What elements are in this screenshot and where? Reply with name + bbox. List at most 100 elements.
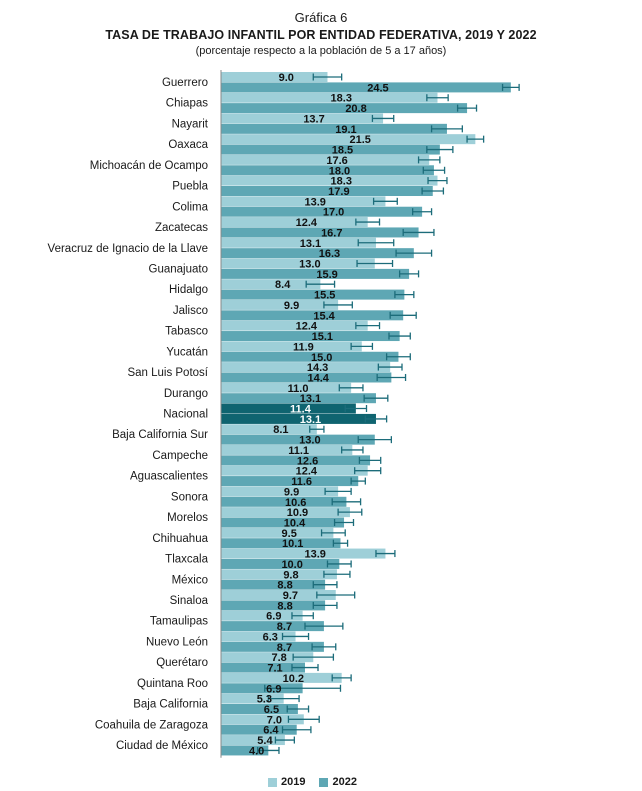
- category-label-guerrero: Guerrero: [162, 77, 208, 89]
- data-label-2019-veracruz-de-ignacio-de-la-llave: 13.1: [300, 238, 321, 250]
- data-label-2019-baja-california-sur: 8.1: [273, 424, 288, 436]
- bar-2019-nacional: [221, 403, 356, 414]
- data-label-2019-jalisco: 9.9: [284, 300, 299, 312]
- data-label-2019-yucatan: 11.9: [293, 341, 314, 353]
- bar-2022-baja-california-sur: [221, 434, 375, 445]
- legend-swatch-2019: [268, 777, 277, 787]
- data-label-2022-oaxaca: 18.5: [332, 145, 353, 157]
- bar-2019-colima: [221, 196, 386, 207]
- data-label-2022-durango: 13.1: [300, 393, 321, 405]
- data-label-2022-chiapas: 20.8: [345, 103, 366, 115]
- bar-2022-tamaulipas: [221, 621, 324, 632]
- data-label-2022-nacional: 13.1: [300, 414, 321, 426]
- data-label-2019-durango: 11.0: [288, 383, 309, 395]
- category-label-ciudad-de-mexico: Ciudad de México: [116, 740, 208, 752]
- data-label-2019-aguascalientes: 12.4: [296, 466, 318, 478]
- bar-2019-morelos: [221, 507, 350, 518]
- bar-2019-chiapas: [221, 92, 438, 103]
- bar-2022-jalisco: [221, 310, 404, 321]
- category-label-oaxaca: Oaxaca: [168, 139, 208, 151]
- legend-label-2019: 2019: [281, 776, 306, 788]
- data-label-2019-sonora: 9.9: [284, 486, 299, 498]
- category-label-quintana-roo: Quintana Roo: [137, 678, 208, 690]
- data-label-2019-michoacan-de-ocampo: 17.6: [326, 155, 347, 167]
- category-label-jalisco: Jalisco: [173, 305, 208, 317]
- bar-2022-nacional: [221, 413, 376, 424]
- data-label-2019-san-luis-potosi: 14.3: [307, 362, 328, 374]
- data-label-2022-colima: 17.0: [323, 207, 344, 219]
- data-label-2022-yucatan: 15.0: [311, 352, 332, 364]
- bar-2019-ciudad-de-mexico: [221, 735, 285, 746]
- data-label-2019-hidalgo: 8.4: [275, 279, 291, 291]
- data-label-2019-sinaloa: 9.7: [283, 590, 298, 602]
- bar-2022-mexico: [221, 579, 326, 590]
- bar-2022-coahuila-de-zaragoza: [221, 724, 297, 735]
- bar-2019-sinaloa: [221, 590, 336, 600]
- bar-2019-puebla: [221, 175, 438, 186]
- data-label-2019-mexico: 9.8: [283, 569, 298, 581]
- legend-label-2022: 2022: [332, 776, 357, 788]
- category-label-baja-california-sur: Baja California Sur: [112, 429, 208, 441]
- bar-2022-quintana-roo: [221, 683, 303, 694]
- bar-2022-yucatan: [221, 351, 399, 362]
- bar-2019-hidalgo: [221, 279, 321, 290]
- category-label-baja-california: Baja California: [133, 699, 208, 711]
- data-label-2022-baja-california: 6.5: [264, 704, 279, 716]
- bar-2019-aguascalientes: [221, 465, 368, 476]
- data-label-2022-baja-california-sur: 13.0: [299, 435, 320, 447]
- bar-2022-guerrero: [221, 82, 511, 93]
- category-label-nacional: Nacional: [163, 409, 208, 421]
- category-label-campeche: Campeche: [152, 450, 208, 462]
- data-label-2022-puebla: 17.9: [328, 186, 349, 198]
- data-label-2019-nacional: 11.4: [290, 404, 312, 416]
- bar-2019-san-luis-potosi: [221, 362, 391, 373]
- data-label-2019-morelos: 10.9: [287, 507, 308, 519]
- bar-2022-zacatecas: [221, 227, 419, 238]
- bar-2022-guanajuato: [221, 268, 410, 279]
- category-label-coahuila-de-zaragoza: Coahuila de Zaragoza: [95, 719, 209, 731]
- data-label-2022-san-luis-potosi: 14.4: [307, 372, 329, 384]
- bar-2022-veracruz-de-ignacio-de-la-llave: [221, 248, 414, 259]
- data-label-2022-morelos: 10.4: [284, 518, 306, 530]
- data-label-2022-tamaulipas: 8.7: [277, 621, 292, 633]
- bar-2019-quintana-roo: [221, 672, 342, 683]
- data-label-2019-campeche: 11.1: [288, 445, 309, 457]
- category-label-sinaloa: Sinaloa: [170, 595, 209, 607]
- bar-2019-jalisco: [221, 299, 339, 310]
- data-label-2019-oaxaca: 21.5: [349, 134, 370, 146]
- bar-2019-oaxaca: [221, 134, 476, 145]
- legend: 2019 2022: [268, 776, 357, 788]
- category-label-chiapas: Chiapas: [166, 98, 208, 110]
- bar-2019-durango: [221, 382, 352, 393]
- bar-2019-michoacan-de-ocampo: [221, 154, 430, 165]
- category-label-sonora: Sonora: [171, 491, 209, 503]
- category-label-guanajuato: Guanajuato: [149, 263, 208, 275]
- category-label-morelos: Morelos: [167, 512, 208, 524]
- category-label-veracruz-de-ignacio-de-la-llave: Veracruz de Ignacio de la Llave: [48, 243, 208, 255]
- bar-2019-coahuila-de-zaragoza: [221, 714, 304, 725]
- data-label-2022-quintana-roo: 6.9: [266, 683, 281, 695]
- bar-2022-tabasco: [221, 331, 400, 342]
- bar-2022-michoacan-de-ocampo: [221, 165, 434, 176]
- category-label-aguascalientes: Aguascalientes: [130, 471, 208, 483]
- data-label-2019-tamaulipas: 6.9: [266, 611, 281, 623]
- bar-2022-queretaro: [221, 662, 305, 673]
- data-label-2022-ciudad-de-mexico: 4.0: [249, 745, 264, 757]
- bar-2019-baja-california: [221, 693, 284, 704]
- bar-2022-nuevo-leon: [221, 641, 324, 652]
- bar-2022-oaxaca: [221, 144, 440, 155]
- bar-2019-tlaxcala: [221, 548, 386, 559]
- bar-2019-veracruz-de-ignacio-de-la-llave: [221, 237, 376, 248]
- category-label-yucatan: Yucatán: [166, 346, 208, 358]
- bar-2019-queretaro: [221, 652, 314, 663]
- bar-2019-mexico: [221, 569, 337, 580]
- bar-2019-guanajuato: [221, 258, 375, 269]
- bar-2019-guerrero: [221, 72, 328, 82]
- data-label-2019-guanajuato: 13.0: [299, 258, 320, 270]
- category-label-durango: Durango: [164, 388, 208, 400]
- bar-2022-nayarit: [221, 123, 447, 134]
- category-label-queretaro: Querétaro: [156, 657, 208, 669]
- bar-2022-sonora: [221, 496, 347, 507]
- bar-2022-campeche: [221, 455, 371, 466]
- data-label-2019-tlaxcala: 13.9: [305, 549, 326, 561]
